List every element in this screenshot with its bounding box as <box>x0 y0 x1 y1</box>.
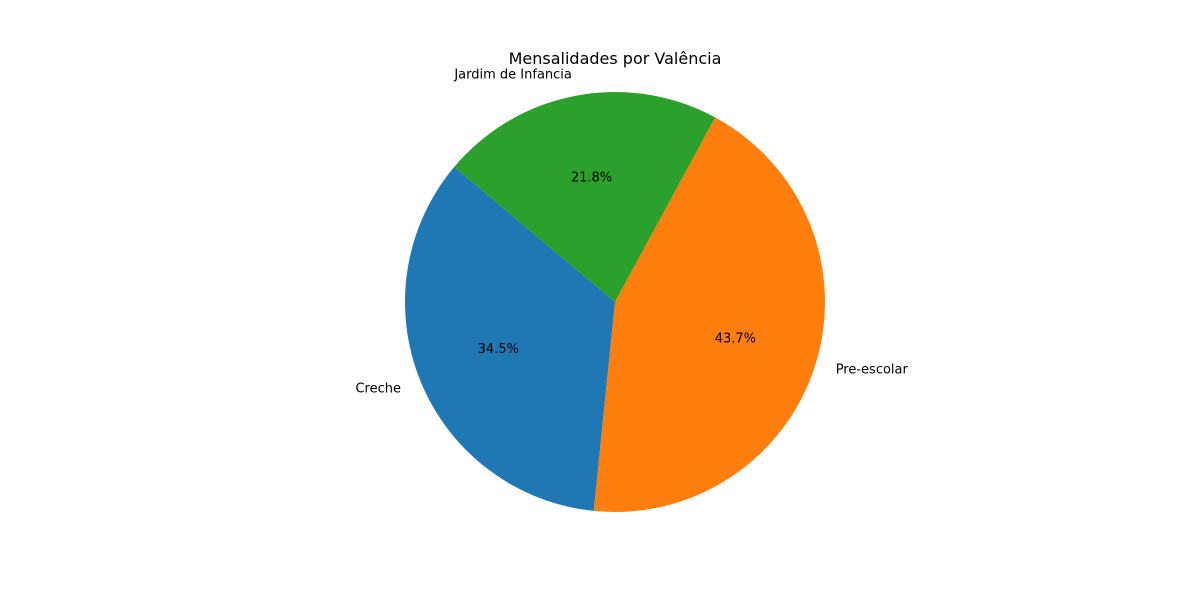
pie-slice-jardim-de-infancia <box>454 91 716 302</box>
pie-slice-pre-escolar <box>593 117 825 512</box>
pie-labels: 34.5% Creche 43.7% Pre-escolar 21.8% Jardim d… <box>355 68 908 397</box>
slice-label: Pre-escolar <box>836 363 909 378</box>
slice-label: Jardim de Infancia <box>453 68 572 83</box>
chart-title: Mensalidades por Valência <box>509 49 722 68</box>
percent-label: 43.7% <box>715 332 756 347</box>
percent-label: 21.8% <box>571 171 612 186</box>
pie-slice-creche <box>404 167 615 511</box>
slice-label: Creche <box>355 381 401 396</box>
percent-label: 34.5% <box>478 342 519 357</box>
pie-slices <box>404 91 825 512</box>
